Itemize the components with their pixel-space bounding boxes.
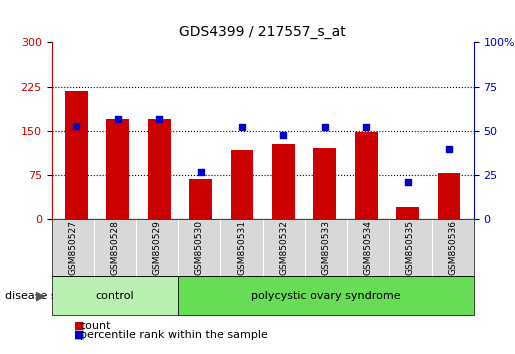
Text: percentile rank within the sample: percentile rank within the sample: [80, 330, 268, 339]
Text: disease state: disease state: [5, 291, 79, 301]
Text: GSM850530: GSM850530: [195, 220, 204, 275]
Text: GSM850533: GSM850533: [321, 220, 331, 275]
Text: GSM850532: GSM850532: [279, 220, 288, 275]
Bar: [107, 119, 129, 219]
Text: ▶: ▶: [37, 289, 46, 302]
Text: GSM850536: GSM850536: [448, 220, 457, 275]
Title: GDS4399 / 217557_s_at: GDS4399 / 217557_s_at: [179, 25, 346, 39]
Bar: [231, 150, 253, 219]
Text: polycystic ovary syndrome: polycystic ovary syndrome: [251, 291, 401, 301]
Bar: [189, 179, 212, 219]
Point: [362, 125, 370, 130]
Text: GSM850527: GSM850527: [68, 220, 77, 275]
Bar: [148, 119, 170, 219]
Text: control: control: [96, 291, 134, 301]
Text: GSM850531: GSM850531: [237, 220, 246, 275]
Point: [114, 116, 122, 121]
Bar: [65, 91, 88, 219]
Point: [403, 179, 411, 185]
Text: GSM850528: GSM850528: [110, 220, 119, 275]
Bar: [355, 132, 377, 219]
Point: [196, 169, 204, 175]
Point: [321, 125, 329, 130]
Point: [155, 116, 163, 121]
Text: GSM850534: GSM850534: [364, 220, 373, 275]
Point: [238, 125, 246, 130]
Point: [445, 146, 453, 152]
Text: GSM850529: GSM850529: [152, 220, 162, 275]
Text: count: count: [80, 321, 111, 331]
Point: [72, 123, 80, 129]
Bar: [396, 206, 419, 219]
Bar: [438, 173, 460, 219]
Text: ■: ■: [67, 321, 84, 331]
Bar: [313, 148, 336, 219]
Text: ■: ■: [67, 330, 84, 339]
Text: GSM850535: GSM850535: [406, 220, 415, 275]
Point: [279, 132, 287, 137]
Bar: [272, 144, 295, 219]
